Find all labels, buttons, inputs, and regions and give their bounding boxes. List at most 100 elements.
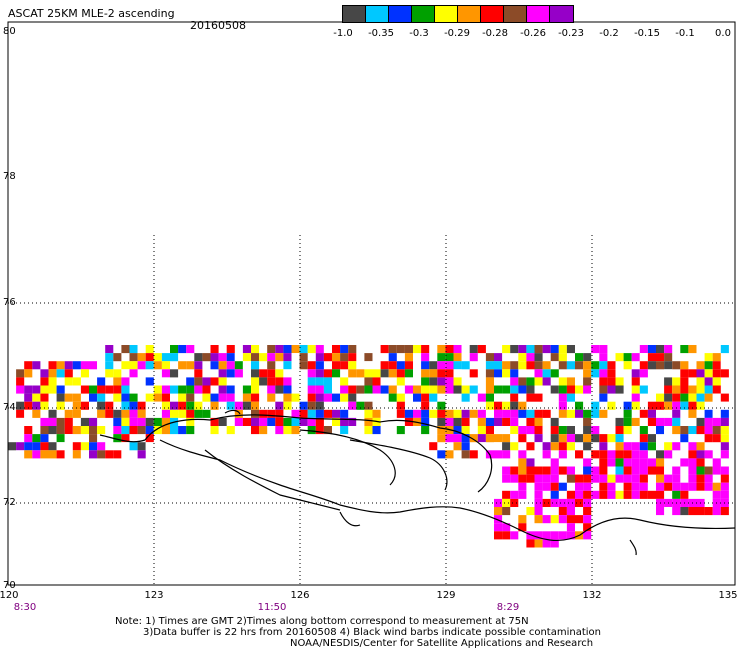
data-cell <box>404 361 413 370</box>
data-cell <box>494 345 503 354</box>
data-cell <box>558 531 567 540</box>
data-cell <box>558 426 567 435</box>
data-cell <box>113 409 122 418</box>
data-cell <box>639 490 648 499</box>
data-cell <box>680 482 689 491</box>
data-cell <box>607 434 616 443</box>
data-cell <box>518 426 527 435</box>
data-cell <box>461 353 470 362</box>
data-cell <box>534 458 543 467</box>
data-cell <box>615 474 624 483</box>
data-cell <box>510 377 519 386</box>
data-cell <box>502 385 511 394</box>
data-cell <box>712 458 721 467</box>
data-cell <box>656 474 665 483</box>
data-cell <box>194 361 203 370</box>
data-cell <box>688 507 697 516</box>
data-cell <box>97 377 106 386</box>
data-cell <box>631 417 640 426</box>
data-cell <box>210 401 219 410</box>
data-cell <box>485 401 494 410</box>
data-cell <box>534 377 543 386</box>
data-cell <box>56 401 65 410</box>
data-cell <box>534 474 543 483</box>
data-cell <box>664 450 673 459</box>
data-cell <box>607 369 616 378</box>
data-cell <box>275 385 284 394</box>
data-cell <box>251 393 260 402</box>
data-cell <box>388 393 397 402</box>
data-cell <box>550 369 559 378</box>
data-cell <box>534 409 543 418</box>
data-cell <box>720 466 729 475</box>
data-cell <box>323 377 332 386</box>
data-cell <box>664 417 673 426</box>
data-cell <box>267 345 276 354</box>
data-cell <box>97 426 106 435</box>
data-cell <box>80 401 89 410</box>
data-cell <box>445 434 454 443</box>
data-cell <box>210 426 219 435</box>
data-cell <box>583 409 592 418</box>
data-cell <box>323 426 332 435</box>
data-cell <box>40 369 49 378</box>
data-cell <box>340 426 349 435</box>
data-cell <box>283 385 292 394</box>
data-cell <box>226 393 235 402</box>
data-cell <box>453 426 462 435</box>
data-cell <box>404 353 413 362</box>
data-cell <box>105 385 114 394</box>
data-cell <box>656 458 665 467</box>
data-cell <box>129 361 138 370</box>
data-cell <box>137 401 146 410</box>
data-cell <box>218 417 227 426</box>
data-cell <box>56 361 65 370</box>
data-cell <box>631 474 640 483</box>
data-cell <box>56 393 65 402</box>
data-cell <box>307 426 316 435</box>
data-cell <box>680 369 689 378</box>
data-cell <box>696 450 705 459</box>
data-cell <box>437 361 446 370</box>
data-cell <box>170 345 179 354</box>
data-cell <box>56 434 65 443</box>
color-scale-segment <box>435 6 458 22</box>
data-cell <box>388 345 397 354</box>
data-cell <box>469 353 478 362</box>
data-cell <box>32 401 41 410</box>
data-cell <box>631 490 640 499</box>
data-cell <box>518 409 527 418</box>
color-scale-label: -1.0 <box>333 28 353 39</box>
data-cell <box>16 377 25 386</box>
data-cell <box>364 409 373 418</box>
data-cell <box>234 353 243 362</box>
data-cell <box>526 409 535 418</box>
data-cell <box>89 450 98 459</box>
data-cell <box>356 401 365 410</box>
data-cell <box>477 377 486 386</box>
data-cell <box>121 450 130 459</box>
data-cell <box>161 369 170 378</box>
data-cell <box>526 345 535 354</box>
data-cell <box>64 417 73 426</box>
data-cell <box>688 474 697 483</box>
data-cell <box>599 490 608 499</box>
data-cell <box>315 401 324 410</box>
data-cell <box>40 426 49 435</box>
data-cell <box>89 417 98 426</box>
data-cell <box>291 426 300 435</box>
data-cell <box>688 409 697 418</box>
data-cell <box>704 361 713 370</box>
data-cell <box>396 393 405 402</box>
data-cell <box>631 393 640 402</box>
data-cell <box>72 361 81 370</box>
data-cell <box>656 482 665 491</box>
data-cell <box>121 442 130 451</box>
data-cell <box>372 369 381 378</box>
data-cell <box>542 466 551 475</box>
data-cell <box>24 361 33 370</box>
lon-label-123: 123 <box>144 590 164 601</box>
data-cell <box>696 507 705 516</box>
data-cell <box>413 385 422 394</box>
data-cell <box>97 393 106 402</box>
